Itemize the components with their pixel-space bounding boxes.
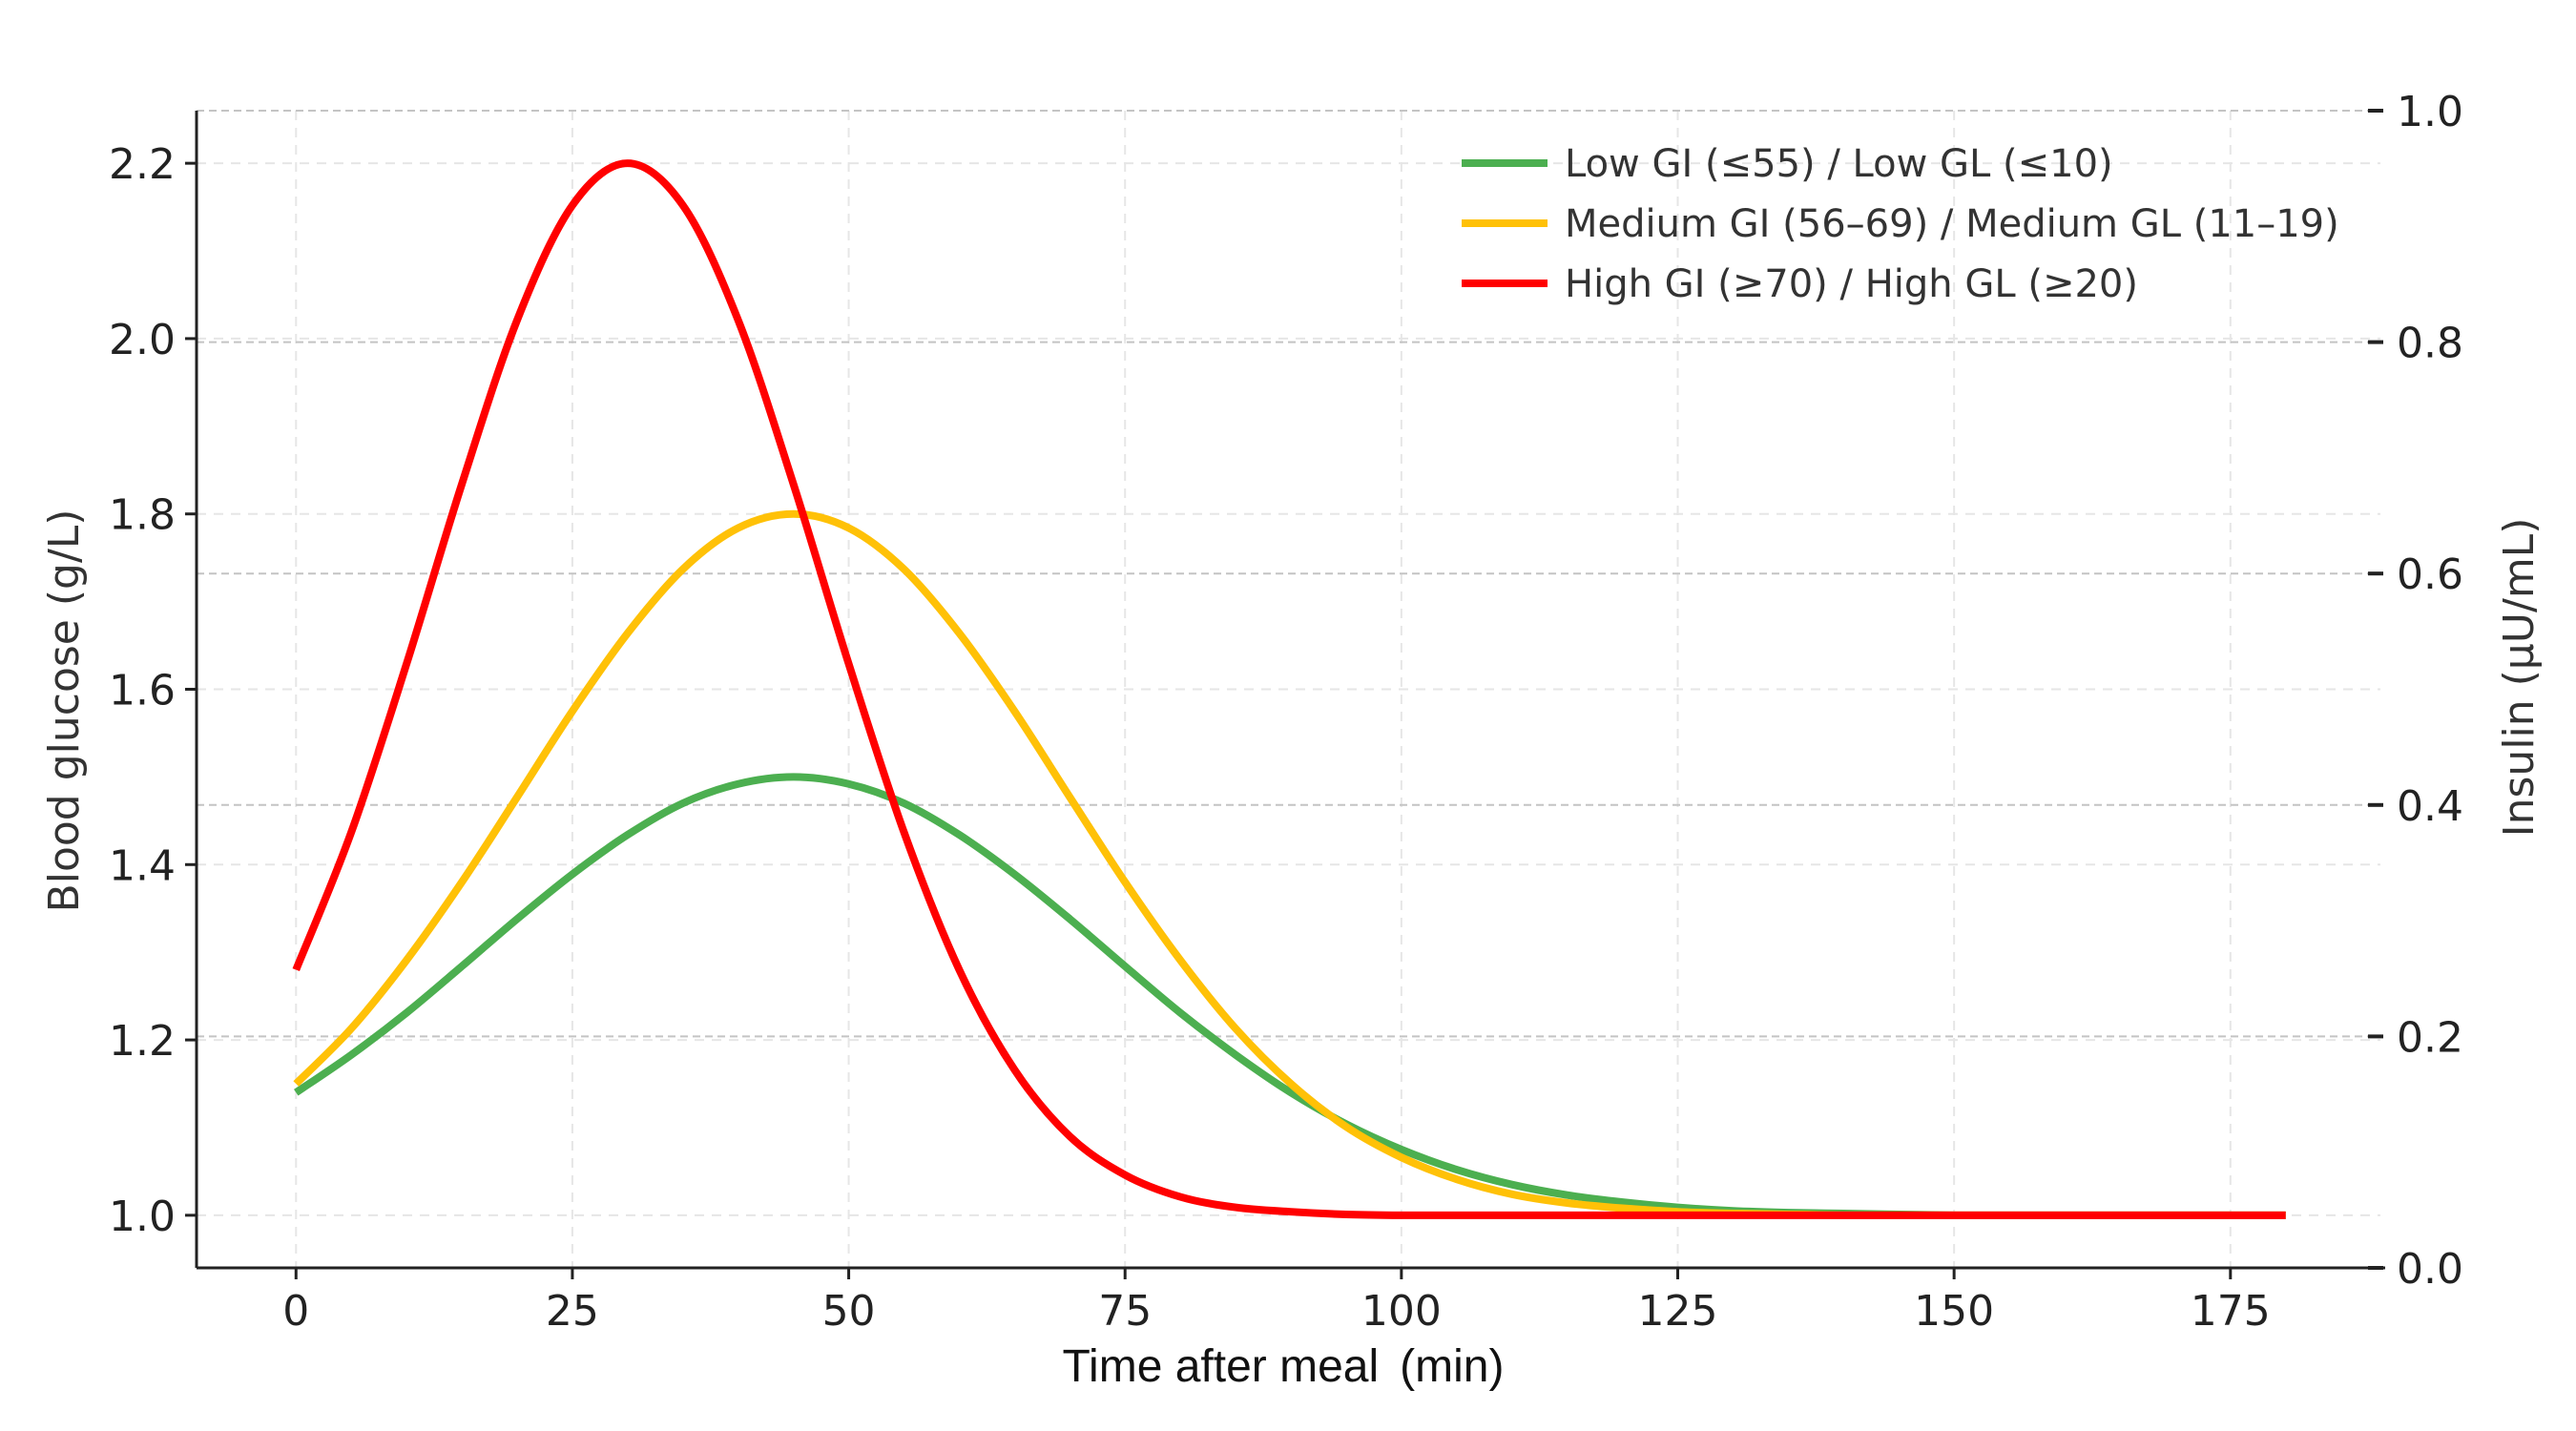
y-tick-label: 1.2 [109, 1017, 176, 1066]
y-tick-label: 2.0 [109, 316, 176, 364]
y-tick-label: 1.4 [109, 841, 176, 890]
x-axis-label: Time after meal (min) [1063, 1341, 1505, 1392]
series-line-low-gi [294, 773, 2286, 1219]
y2-tick-label: 1.0 [2397, 88, 2463, 136]
x-tick-label: 100 [1361, 1287, 1442, 1336]
y2-tick-label: 0.4 [2397, 782, 2463, 831]
x-tick-label: 0 [282, 1287, 309, 1336]
x-tick-label: 50 [822, 1287, 876, 1336]
y2-tick-label: 0.6 [2397, 550, 2463, 599]
y-tick-label: 1.0 [109, 1192, 176, 1241]
x-tick-label: 75 [1098, 1287, 1152, 1336]
y2-tick-label: 0.8 [2397, 320, 2463, 368]
tick-labels: 0 25 50 75 100 125 150 175 1.0 1.2 1.4 1.6 1.8 2.0 2.2… [109, 88, 2463, 1336]
y2-axis-label: Insulin (µU/mL) [2495, 518, 2544, 838]
y2-tick-label: 0.2 [2397, 1013, 2463, 1062]
legend: Low GI (≤55) / Low GL (≤10) Medium GI (56… [1462, 142, 2339, 306]
series-lines [292, 159, 2286, 1219]
legend-entry: Low GI (≤55) / Low GL (≤10) [1565, 142, 2113, 186]
series-line-high-gi [292, 159, 2286, 1219]
x-tick-label: 25 [546, 1287, 599, 1336]
y2-tick-label: 0.0 [2397, 1245, 2463, 1294]
axes [185, 109, 2385, 1279]
x-tick-label: 175 [2191, 1287, 2271, 1336]
y-tick-label: 2.2 [109, 140, 176, 189]
y-tick-label: 1.6 [109, 667, 176, 716]
x-tick-label: 150 [1914, 1287, 1994, 1336]
legend-entry: Medium GI (56–69) / Medium GL (11–19) [1565, 202, 2339, 246]
y-tick-label: 1.8 [109, 491, 176, 540]
x-axis-label-unit: (min) [1400, 1341, 1504, 1392]
grid [197, 110, 2380, 1269]
y-axis-label: Blood glucose (g/L) [40, 509, 89, 913]
x-tick-label: 125 [1638, 1287, 1718, 1336]
x-axis-label-text: Time after meal [1063, 1341, 1380, 1392]
legend-entry: High GI (≥70) / High GL (≥20) [1565, 262, 2138, 306]
